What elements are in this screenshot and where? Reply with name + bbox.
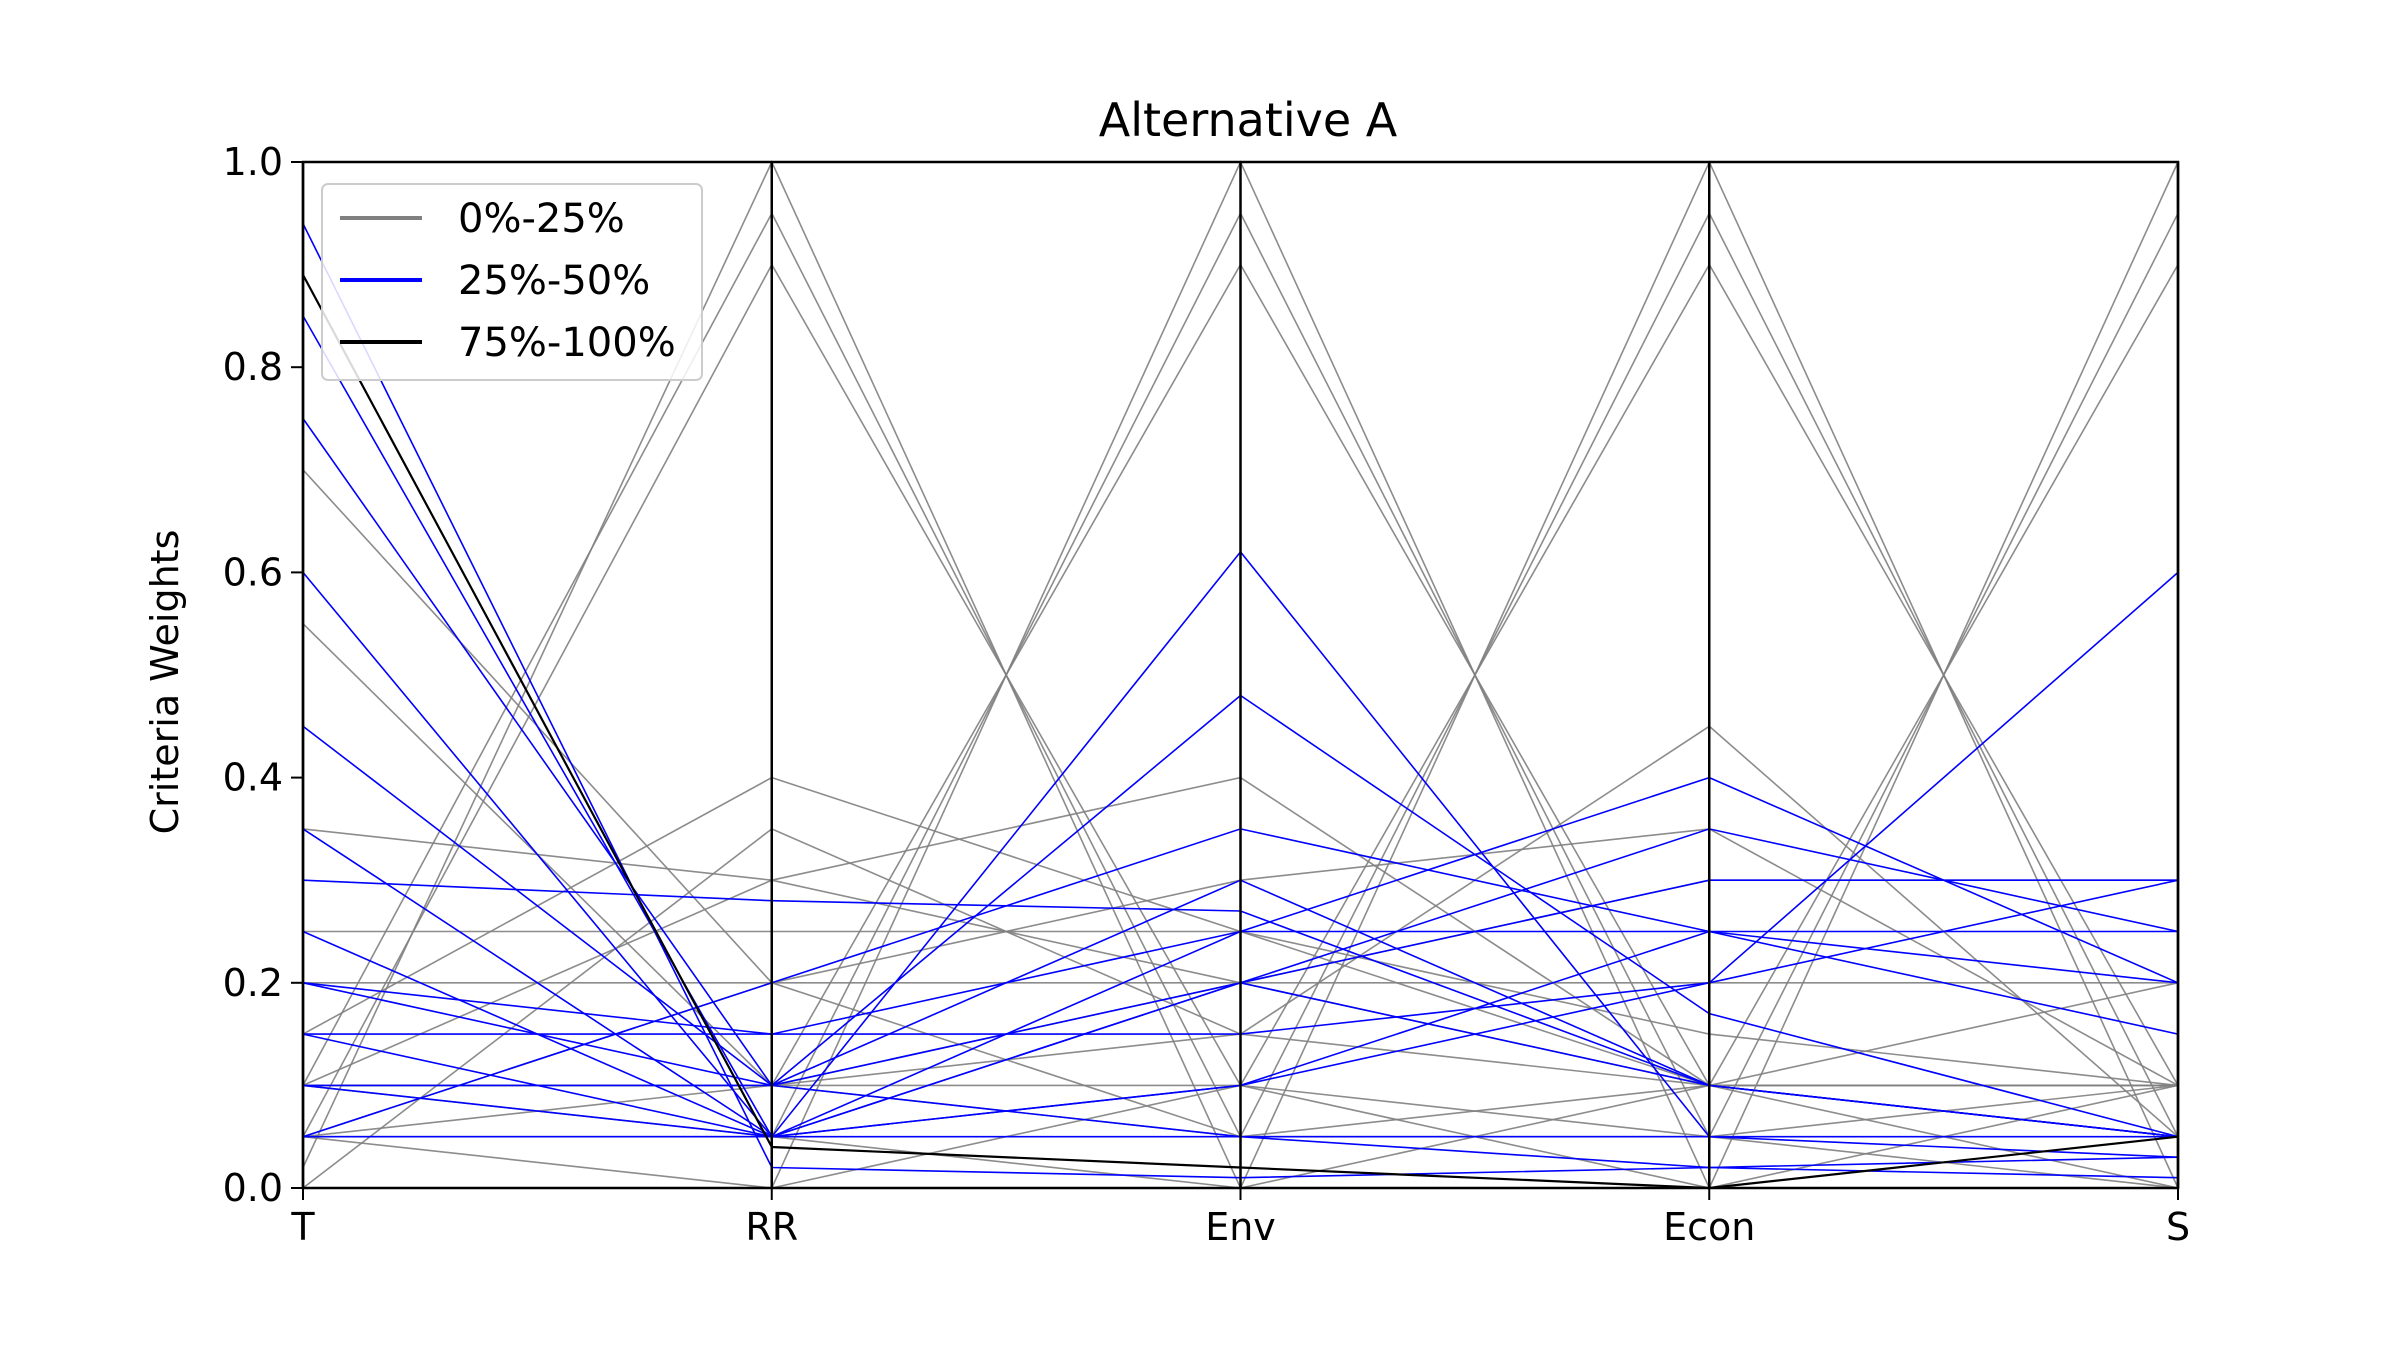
x-tick-label: Env	[1205, 1205, 1276, 1249]
y-tick-label: 0.0	[223, 1166, 283, 1210]
legend-entry-label: 75%-100%	[458, 320, 676, 366]
y-tick-label: 0.8	[223, 345, 283, 389]
x-tick-label: RR	[745, 1205, 798, 1249]
y-tick-label: 1.0	[223, 140, 283, 184]
legend-entry-label: 0%-25%	[458, 196, 625, 242]
x-tick-label: T	[290, 1205, 315, 1249]
legend-box	[321, 183, 703, 381]
x-tick-label: Econ	[1663, 1205, 1755, 1249]
y-axis-label: Criteria Weights	[143, 530, 187, 835]
chart-title: Alternative A	[1099, 93, 1398, 147]
legend: 0%-25% 25%-50% 75%-100%	[321, 183, 703, 381]
legend-entry-label: 25%-50%	[458, 258, 650, 304]
y-tick-label: 0.4	[223, 756, 283, 800]
y-tick-label: 0.6	[223, 550, 283, 594]
x-tick-label: S	[2166, 1205, 2190, 1249]
y-tick-label: 0.2	[223, 961, 283, 1005]
plot-frame	[301, 160, 2180, 1190]
